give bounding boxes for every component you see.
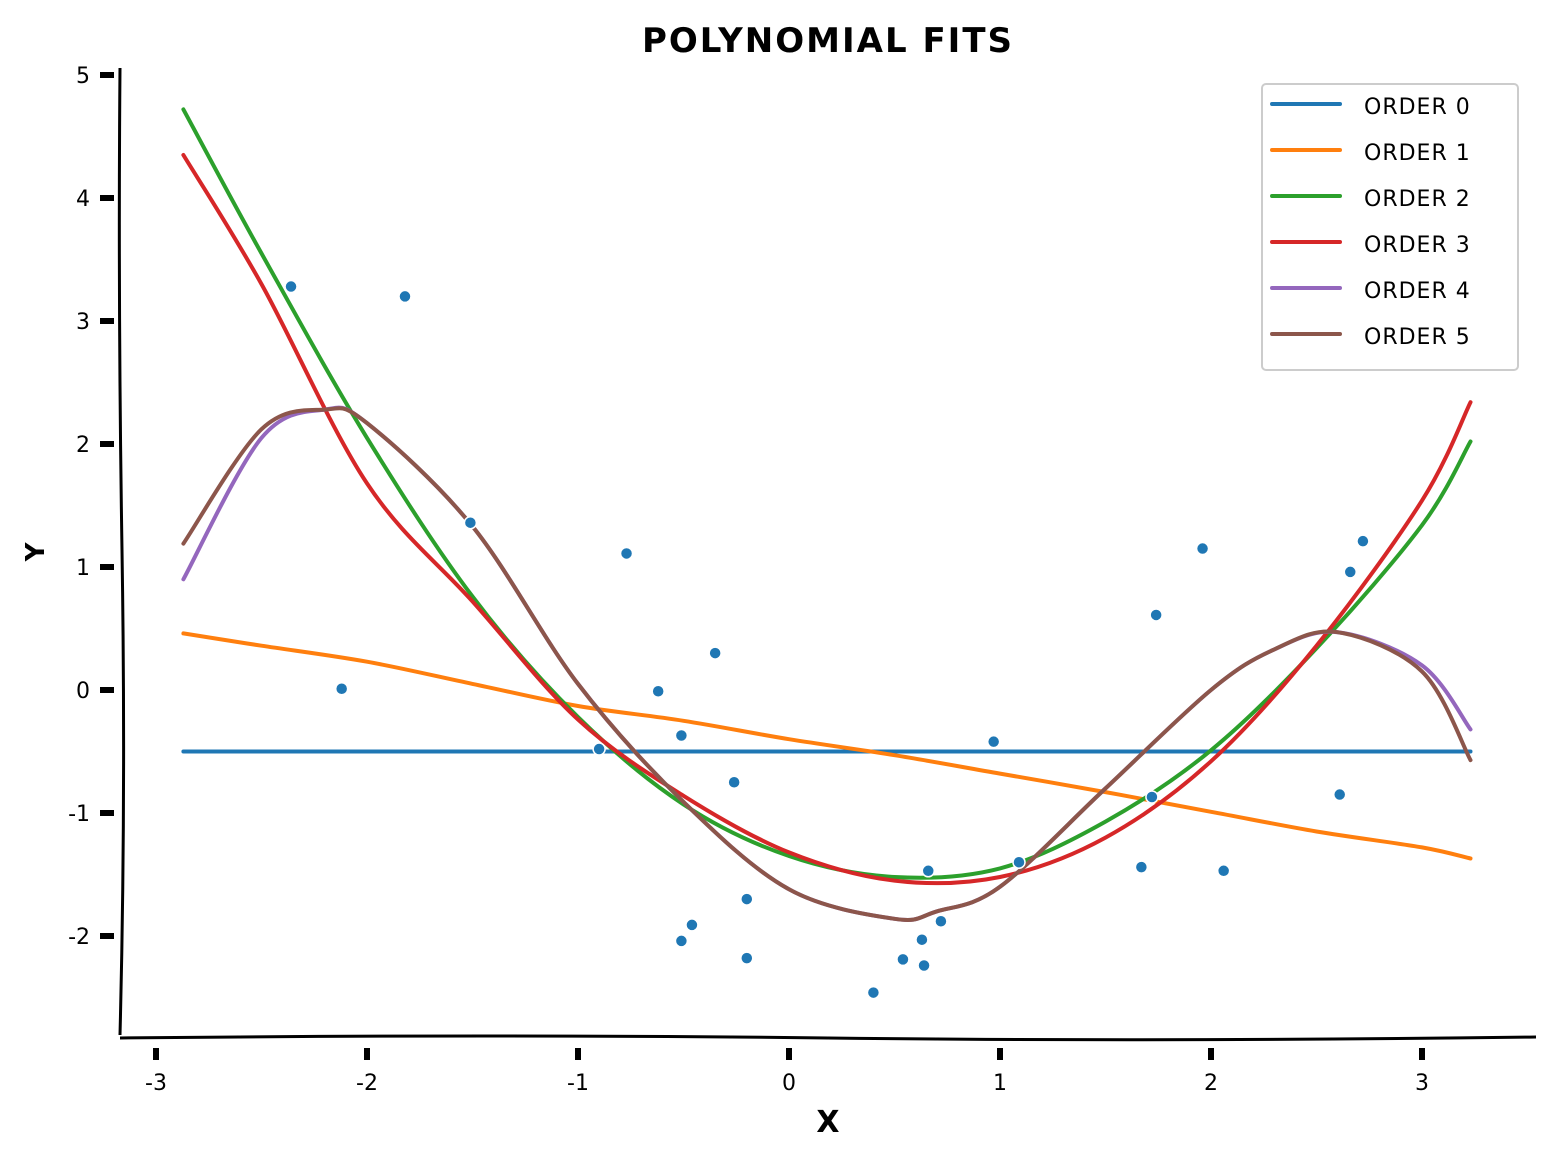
legend: ORDER 0 ORDER 1 ORDER 2 ORDER 3 ORDER 4 ORDER… xyxy=(1261,83,1519,371)
data-point xyxy=(740,892,754,906)
data-point xyxy=(284,279,298,294)
data-point xyxy=(1134,860,1149,874)
data-point xyxy=(651,684,665,698)
legend-label-order-1: ORDER 1 xyxy=(1364,141,1471,166)
x-axis-line xyxy=(119,1034,1537,1042)
x-tick-label: 0 xyxy=(782,1071,796,1096)
data-point xyxy=(1356,534,1370,548)
data-point xyxy=(334,682,349,696)
y-axis-line xyxy=(117,67,126,1036)
y-tick-label: 0 xyxy=(76,679,90,704)
data-point xyxy=(917,958,931,973)
data-point xyxy=(896,952,910,967)
y-tick-label: 1 xyxy=(76,556,90,581)
legend-label-order-2: ORDER 2 xyxy=(1364,187,1471,212)
data-point xyxy=(1343,565,1358,579)
legend-label-order-0: ORDER 0 xyxy=(1364,95,1471,120)
data-point xyxy=(674,934,689,948)
x-tick-label: -3 xyxy=(145,1071,167,1096)
series-line-order-5 xyxy=(181,406,1473,922)
y-tick-label: 3 xyxy=(76,310,90,335)
x-tick-label: -1 xyxy=(567,1071,589,1096)
data-point xyxy=(685,918,699,932)
chart-title: POLYNOMIAL FITS xyxy=(642,21,1014,61)
y-tick-label: 4 xyxy=(76,187,90,212)
data-point xyxy=(1216,864,1231,878)
y-tick-label: 2 xyxy=(76,433,90,458)
x-tick-label: 1 xyxy=(993,1071,1007,1096)
data-point xyxy=(1012,855,1026,869)
data-points xyxy=(284,279,1370,1000)
data-point xyxy=(986,734,1001,749)
y-ticks: -2 -1 0 1 2 3 4 5 xyxy=(68,64,114,950)
x-tick-label: 3 xyxy=(1415,1071,1429,1096)
y-tick-label: -1 xyxy=(68,802,90,827)
x-axis-label: X xyxy=(816,1105,839,1140)
x-tick-label: 2 xyxy=(1204,1071,1218,1096)
data-point xyxy=(619,546,634,561)
data-point xyxy=(1145,790,1159,804)
series-line-order-3 xyxy=(181,153,1473,886)
series-layer xyxy=(181,107,1473,922)
y-axis-label: Y xyxy=(21,541,51,562)
x-tick-label: -2 xyxy=(356,1071,378,1096)
data-point xyxy=(866,985,881,1000)
series-line-order-1 xyxy=(181,631,1473,861)
legend-label-order-3: ORDER 3 xyxy=(1364,233,1471,258)
axes xyxy=(117,67,1537,1042)
data-point xyxy=(934,914,948,928)
data-point xyxy=(463,515,478,530)
data-point xyxy=(674,728,689,743)
data-point xyxy=(708,646,722,660)
data-point xyxy=(921,864,936,878)
legend-label-order-5: ORDER 5 xyxy=(1364,325,1471,350)
legend-label-order-4: ORDER 4 xyxy=(1364,279,1471,304)
y-tick-label: -2 xyxy=(68,925,90,950)
legend-frame xyxy=(1261,83,1519,371)
data-point xyxy=(727,775,741,789)
y-tick-label: 5 xyxy=(76,64,90,89)
data-point xyxy=(398,289,412,304)
data-point xyxy=(1149,608,1163,622)
x-ticks: -3 -2 -1 0 1 2 3 xyxy=(145,1048,1429,1096)
data-point xyxy=(1332,787,1347,802)
data-point xyxy=(740,951,754,965)
data-point xyxy=(592,742,606,756)
data-point xyxy=(1195,541,1210,556)
data-point xyxy=(915,932,929,947)
